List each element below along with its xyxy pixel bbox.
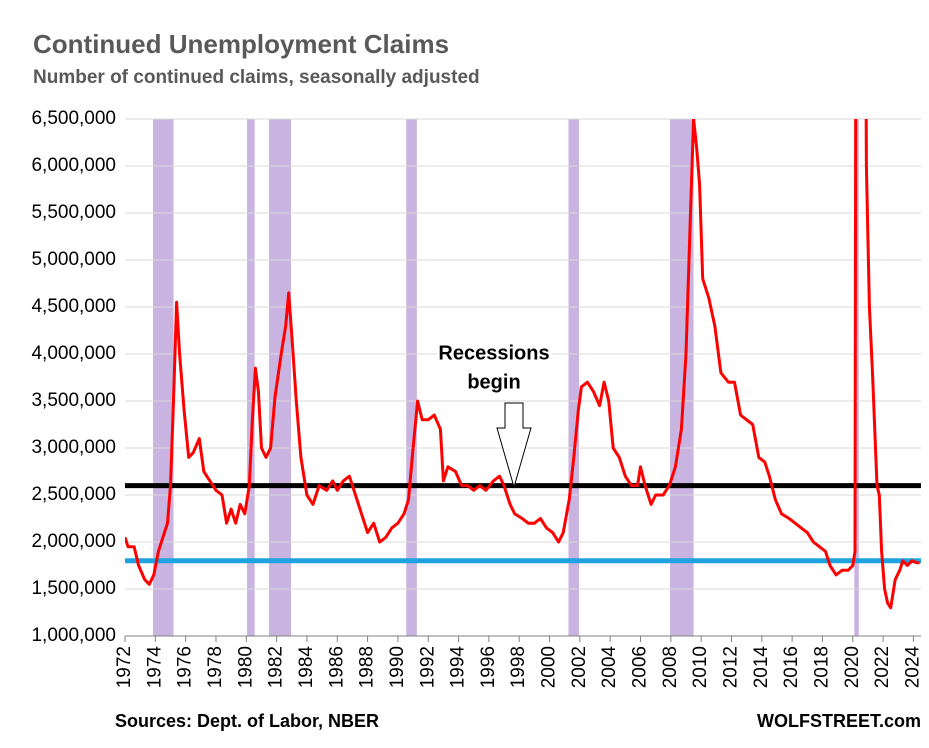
- x-tick-label: 1984: [296, 646, 317, 689]
- data-line: [125, 119, 920, 610]
- x-tick-label: 1992: [417, 646, 438, 688]
- x-tick-label: 1986: [326, 646, 347, 688]
- chart-title: Continued Unemployment Claims: [33, 29, 449, 59]
- x-tick-label: 2012: [720, 646, 741, 688]
- y-tick-label: 3,500,000: [31, 390, 116, 411]
- annotation: begin: [467, 371, 520, 393]
- y-tick-label: 4,500,000: [31, 296, 116, 317]
- x-tick-label: 2002: [569, 646, 590, 688]
- x-tick-label: 2018: [811, 646, 832, 688]
- x-tick-label: 1982: [266, 646, 287, 688]
- recession-band: [247, 119, 255, 636]
- chart-subtitle: Number of continued claims, seasonally a…: [33, 67, 480, 88]
- y-tick-label: 4,000,000: [31, 343, 116, 364]
- x-tick-label: 1996: [478, 646, 499, 688]
- y-tick-label: 6,000,000: [31, 155, 116, 176]
- recession-band: [269, 119, 292, 636]
- y-tick-label: 5,000,000: [31, 249, 116, 270]
- x-tick-label: 2008: [660, 646, 681, 688]
- y-tick-label: 1,000,000: [31, 625, 116, 646]
- y-tick-label: 2,000,000: [31, 531, 116, 552]
- credit: WOLFSTREET.com: [757, 711, 921, 731]
- x-tick-label: 2020: [842, 646, 863, 688]
- x-tick-label: 1980: [235, 646, 256, 688]
- recession-band: [406, 119, 417, 636]
- x-tick-label: 2006: [630, 646, 651, 688]
- y-tick-label: 1,500,000: [31, 578, 116, 599]
- recession-band: [568, 119, 580, 636]
- x-tick-label: 1976: [175, 646, 196, 688]
- y-tick-label: 3,000,000: [31, 437, 116, 458]
- x-tick-label: 1998: [508, 646, 529, 688]
- source: Sources: Dept. of Labor, NBER: [115, 711, 379, 731]
- arrow: [496, 402, 532, 489]
- x-tick-label: 1990: [387, 646, 408, 688]
- annotation: Recessions: [438, 342, 549, 364]
- y-tick-label: 6,500,000: [31, 108, 116, 129]
- x-tick-label: 2004: [599, 646, 620, 689]
- x-tick-label: 2000: [539, 646, 560, 688]
- x-tick-label: 1974: [144, 646, 165, 689]
- x-tick-label: 2022: [872, 646, 893, 688]
- x-tick-label: 2024: [902, 646, 923, 689]
- x-tick-label: 2010: [690, 646, 711, 688]
- recession-band: [670, 119, 694, 636]
- x-tick-label: 1994: [448, 646, 469, 689]
- y-tick-label: 5,500,000: [31, 202, 116, 223]
- x-tick-label: 1988: [357, 646, 378, 688]
- x-tick-label: 1972: [114, 646, 135, 688]
- y-tick-label: 2,500,000: [31, 484, 116, 505]
- x-tick-label: 1978: [205, 646, 226, 688]
- x-tick-label: 2016: [781, 646, 802, 688]
- x-tick-label: 2014: [751, 646, 772, 689]
